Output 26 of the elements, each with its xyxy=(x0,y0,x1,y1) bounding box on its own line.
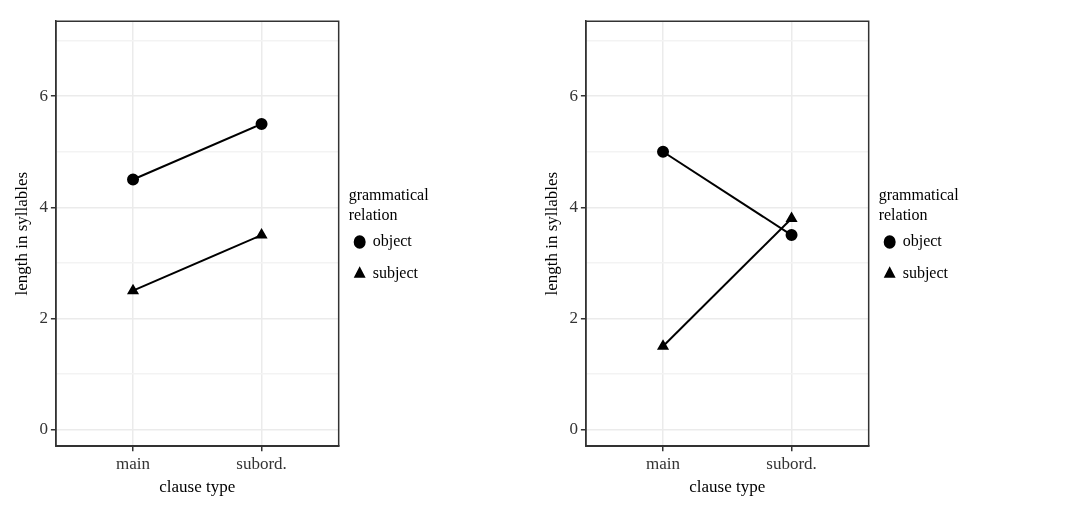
point xyxy=(657,145,670,158)
y-axis-title: length in syllables xyxy=(11,171,31,296)
point xyxy=(785,229,798,242)
y-tick-label: 6 xyxy=(569,85,578,105)
legend-label: subject xyxy=(902,264,949,283)
x-tick-label: subord. xyxy=(766,453,817,473)
x-axis-title: clause type xyxy=(689,477,766,497)
x-tick-label: subord. xyxy=(236,453,287,473)
legend-title: grammatical relation xyxy=(878,186,960,224)
legend-label: object xyxy=(372,232,413,251)
y-axis-title: length in syllables xyxy=(541,171,561,296)
y-tick-label: 2 xyxy=(39,307,48,327)
point xyxy=(127,173,140,186)
y-tick-label: 2 xyxy=(569,307,578,327)
legend-label: object xyxy=(902,232,943,251)
y-tick-label: 0 xyxy=(39,419,48,438)
x-axis-title: clause type xyxy=(159,477,236,497)
x-tick-label: main xyxy=(646,453,681,473)
x-tick-label: main xyxy=(116,453,151,473)
y-tick-label: 4 xyxy=(569,196,579,216)
y-tick-label: 6 xyxy=(39,85,48,105)
point xyxy=(255,117,268,130)
y-tick-label: 0 xyxy=(569,419,578,438)
legend-label: subject xyxy=(372,264,419,283)
legend-title: grammatical relation xyxy=(348,186,430,224)
y-tick-label: 4 xyxy=(39,196,49,216)
